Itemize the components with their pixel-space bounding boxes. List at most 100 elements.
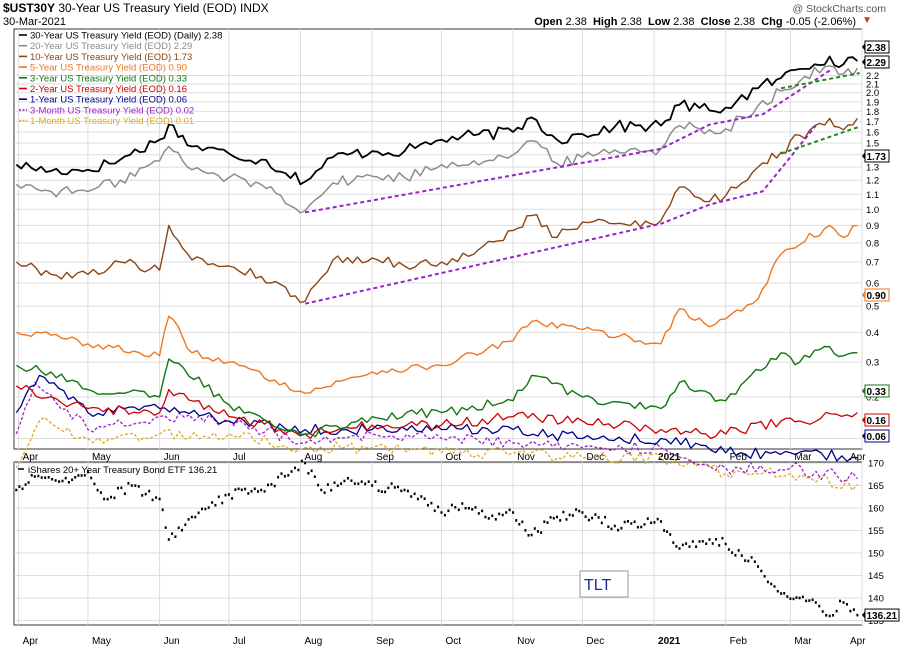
price-bar bbox=[546, 521, 549, 524]
price-bar bbox=[263, 490, 266, 493]
price-bar bbox=[559, 519, 562, 522]
price-bar bbox=[734, 554, 737, 557]
price-bar bbox=[811, 598, 814, 602]
price-bar bbox=[313, 475, 316, 478]
price-bar bbox=[374, 480, 377, 483]
price-bar bbox=[691, 540, 694, 543]
price-bar bbox=[427, 503, 429, 507]
price-bar bbox=[224, 493, 227, 497]
price-bar bbox=[766, 580, 769, 584]
price-bar bbox=[650, 521, 653, 525]
price-bar bbox=[753, 560, 756, 563]
legend-label: 1-Month US Treasury Yield (EOD) 0.01 bbox=[30, 116, 194, 127]
price-bar bbox=[740, 554, 743, 557]
last-value-label: 0.33 bbox=[867, 387, 887, 398]
price-bar bbox=[380, 490, 383, 493]
price-bar bbox=[464, 506, 467, 510]
price-bar bbox=[290, 470, 293, 473]
price-bar bbox=[839, 599, 841, 603]
price-bar bbox=[384, 490, 387, 494]
price-bar bbox=[141, 494, 144, 497]
price-bar bbox=[623, 520, 626, 524]
price-bar bbox=[640, 525, 643, 529]
price-bar bbox=[568, 513, 571, 517]
price-bar bbox=[627, 520, 629, 523]
price-bar bbox=[167, 538, 170, 541]
price-bar bbox=[584, 515, 587, 518]
top-y-tick-label: 0.8 bbox=[866, 238, 879, 249]
settings-triangle-icon[interactable]: ▼ bbox=[862, 15, 872, 26]
price-bar bbox=[543, 520, 546, 523]
price-bar bbox=[47, 476, 50, 479]
bottom-legend-label: iShares 20+ Year Treasury Bond ETF 136.2… bbox=[28, 465, 217, 476]
price-bar bbox=[127, 482, 130, 485]
price-bar bbox=[856, 613, 859, 617]
price-bar bbox=[737, 549, 740, 552]
price-bar bbox=[581, 511, 584, 514]
price-bar bbox=[67, 481, 70, 484]
price-bar bbox=[148, 489, 151, 493]
price-bar bbox=[705, 542, 708, 545]
price-bar bbox=[795, 596, 798, 599]
price-bar bbox=[294, 466, 296, 470]
price-bar bbox=[591, 516, 594, 520]
top-y-tick-label: 2.1 bbox=[866, 79, 879, 90]
price-bar bbox=[721, 536, 724, 540]
price-bar bbox=[798, 596, 801, 600]
price-bar bbox=[792, 597, 795, 601]
price-bar bbox=[685, 542, 688, 545]
price-bar bbox=[780, 592, 783, 595]
price-bar bbox=[656, 517, 659, 521]
price-bar bbox=[211, 501, 214, 504]
price-bar bbox=[727, 548, 730, 551]
price-bar bbox=[487, 517, 490, 520]
bottom-x-tick-label: Dec bbox=[586, 636, 604, 647]
price-bar bbox=[491, 514, 494, 517]
price-bar bbox=[527, 534, 530, 537]
price-bar bbox=[467, 506, 470, 510]
price-bar bbox=[103, 497, 106, 501]
top-y-tick-label: 1.8 bbox=[866, 107, 879, 118]
chg-label: Chg bbox=[761, 16, 783, 28]
price-bar bbox=[801, 595, 804, 599]
top-x-tick-label: May bbox=[92, 452, 111, 463]
price-bar bbox=[310, 469, 313, 473]
price-bar bbox=[367, 480, 370, 483]
price-bar bbox=[818, 604, 821, 608]
trendline-2 bbox=[780, 72, 860, 90]
trendline-1 bbox=[304, 124, 817, 305]
top-y-tick-label: 1.2 bbox=[866, 176, 879, 187]
price-bar bbox=[515, 519, 518, 522]
bottom-panel-frame bbox=[13, 461, 863, 626]
price-bar bbox=[430, 501, 433, 505]
low-value: 2.38 bbox=[673, 16, 695, 28]
price-bar bbox=[54, 479, 57, 482]
price-bar bbox=[825, 614, 828, 617]
price-bar bbox=[477, 512, 480, 515]
price-bar bbox=[724, 542, 727, 546]
price-bar bbox=[371, 484, 374, 487]
price-bar bbox=[283, 474, 286, 478]
price-bar bbox=[613, 524, 616, 528]
price-bar bbox=[413, 492, 416, 496]
price-bar bbox=[508, 508, 511, 512]
price-bar bbox=[604, 515, 607, 519]
price-bar bbox=[77, 474, 80, 477]
price-bar bbox=[731, 551, 734, 554]
bottom-x-tick-label: May bbox=[92, 636, 111, 647]
low-label: Low bbox=[648, 16, 671, 28]
bottom-x-tick-label: Aug bbox=[305, 636, 323, 647]
price-bar bbox=[360, 480, 363, 483]
price-bar bbox=[607, 525, 610, 529]
price-bar bbox=[257, 490, 259, 493]
last-value-box bbox=[864, 413, 890, 427]
trendline-0 bbox=[304, 68, 833, 214]
price-bar bbox=[630, 522, 633, 525]
price-bar bbox=[227, 493, 230, 496]
price-bar bbox=[536, 530, 539, 533]
price-bar bbox=[620, 526, 623, 530]
price-bar bbox=[113, 496, 116, 500]
top-x-tick-label: Feb bbox=[730, 452, 748, 463]
price-bar bbox=[350, 479, 353, 482]
